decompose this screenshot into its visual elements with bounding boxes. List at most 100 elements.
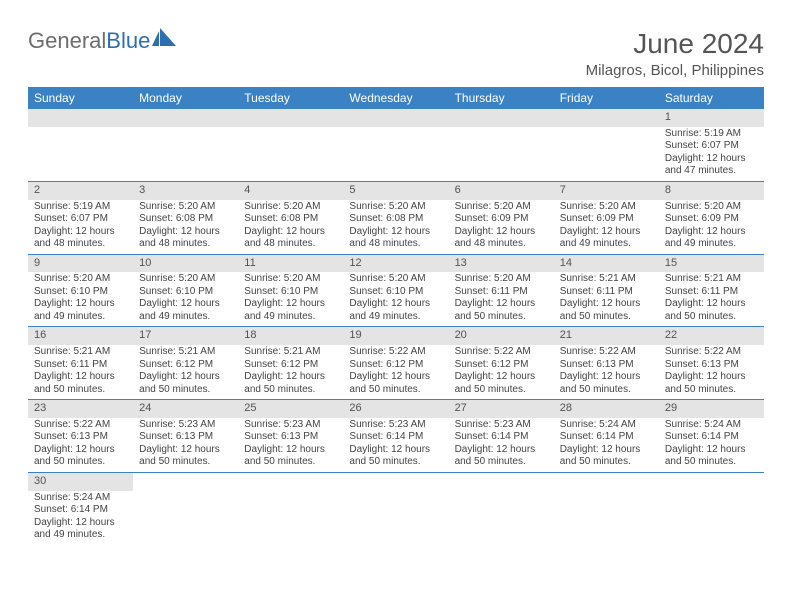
day-number: 14	[554, 255, 659, 273]
calendar-cell: 25Sunrise: 5:23 AMSunset: 6:13 PMDayligh…	[238, 400, 343, 473]
calendar-cell: 4Sunrise: 5:20 AMSunset: 6:08 PMDaylight…	[238, 181, 343, 254]
day-detail-line: Sunrise: 5:22 AM	[455, 346, 548, 359]
weekday-header: Wednesday	[343, 87, 448, 109]
day-detail-line: and 50 minutes.	[560, 311, 653, 324]
day-detail-line: and 50 minutes.	[665, 384, 758, 397]
day-details: Sunrise: 5:20 AMSunset: 6:10 PMDaylight:…	[133, 272, 238, 326]
day-number: 7	[554, 182, 659, 200]
day-number: 8	[659, 182, 764, 200]
day-detail-line: Daylight: 12 hours	[455, 298, 548, 311]
day-detail-line: and 48 minutes.	[34, 238, 127, 251]
day-number: 19	[343, 327, 448, 345]
calendar-cell: 24Sunrise: 5:23 AMSunset: 6:13 PMDayligh…	[133, 400, 238, 473]
day-detail-line: Sunrise: 5:20 AM	[349, 201, 442, 214]
day-detail-line: Sunset: 6:10 PM	[139, 286, 232, 299]
day-detail-line: and 50 minutes.	[34, 456, 127, 469]
day-detail-line: Daylight: 12 hours	[665, 371, 758, 384]
day-detail-line: Sunset: 6:10 PM	[244, 286, 337, 299]
day-detail-line: Sunset: 6:12 PM	[455, 359, 548, 372]
weekday-header-row: SundayMondayTuesdayWednesdayThursdayFrid…	[28, 87, 764, 109]
day-detail-line: Sunset: 6:13 PM	[139, 431, 232, 444]
day-number: 15	[659, 255, 764, 273]
day-number: 4	[238, 182, 343, 200]
day-detail-line: and 50 minutes.	[349, 384, 442, 397]
day-number: 1	[659, 109, 764, 127]
day-detail-line: Sunrise: 5:19 AM	[665, 128, 758, 141]
day-details: Sunrise: 5:21 AMSunset: 6:11 PMDaylight:…	[554, 272, 659, 326]
day-detail-line: Daylight: 12 hours	[665, 444, 758, 457]
day-detail-line: and 49 minutes.	[139, 311, 232, 324]
day-details: Sunrise: 5:21 AMSunset: 6:11 PMDaylight:…	[28, 345, 133, 399]
day-detail-line: Sunset: 6:13 PM	[665, 359, 758, 372]
day-detail-line: Sunset: 6:11 PM	[455, 286, 548, 299]
day-detail-line: and 49 minutes.	[34, 529, 127, 542]
day-detail-line: Sunrise: 5:23 AM	[244, 419, 337, 432]
day-details: Sunrise: 5:21 AMSunset: 6:11 PMDaylight:…	[659, 272, 764, 326]
day-detail-line: Sunset: 6:09 PM	[665, 213, 758, 226]
calendar-row: 16Sunrise: 5:21 AMSunset: 6:11 PMDayligh…	[28, 327, 764, 400]
day-detail-line: Daylight: 12 hours	[665, 153, 758, 166]
day-detail-line: Sunrise: 5:22 AM	[560, 346, 653, 359]
day-detail-line: Sunrise: 5:21 AM	[244, 346, 337, 359]
day-number: 20	[449, 327, 554, 345]
calendar-cell: 29Sunrise: 5:24 AMSunset: 6:14 PMDayligh…	[659, 400, 764, 473]
day-details: Sunrise: 5:20 AMSunset: 6:08 PMDaylight:…	[133, 200, 238, 254]
day-detail-line: Daylight: 12 hours	[349, 444, 442, 457]
day-detail-line: and 49 minutes.	[244, 311, 337, 324]
day-number-empty	[238, 109, 343, 127]
calendar-cell	[28, 109, 133, 181]
day-detail-line: Sunrise: 5:24 AM	[34, 492, 127, 505]
day-number: 6	[449, 182, 554, 200]
day-detail-line: Daylight: 12 hours	[455, 371, 548, 384]
day-details: Sunrise: 5:21 AMSunset: 6:12 PMDaylight:…	[133, 345, 238, 399]
day-details: Sunrise: 5:23 AMSunset: 6:14 PMDaylight:…	[449, 418, 554, 472]
day-detail-line: Sunrise: 5:21 AM	[34, 346, 127, 359]
calendar-cell: 5Sunrise: 5:20 AMSunset: 6:08 PMDaylight…	[343, 181, 448, 254]
day-detail-line: Daylight: 12 hours	[560, 226, 653, 239]
day-detail-line: Daylight: 12 hours	[349, 371, 442, 384]
day-detail-line: Sunset: 6:10 PM	[34, 286, 127, 299]
calendar-cell: 11Sunrise: 5:20 AMSunset: 6:10 PMDayligh…	[238, 254, 343, 327]
day-detail-line: Sunset: 6:14 PM	[349, 431, 442, 444]
day-number-empty	[343, 109, 448, 127]
day-details: Sunrise: 5:20 AMSunset: 6:08 PMDaylight:…	[343, 200, 448, 254]
calendar-cell: 19Sunrise: 5:22 AMSunset: 6:12 PMDayligh…	[343, 327, 448, 400]
day-number: 24	[133, 400, 238, 418]
day-detail-line: Sunrise: 5:20 AM	[349, 273, 442, 286]
day-detail-line: Sunrise: 5:20 AM	[665, 201, 758, 214]
day-detail-line: and 49 minutes.	[349, 311, 442, 324]
day-details: Sunrise: 5:23 AMSunset: 6:13 PMDaylight:…	[238, 418, 343, 472]
calendar-cell: 14Sunrise: 5:21 AMSunset: 6:11 PMDayligh…	[554, 254, 659, 327]
day-detail-line: Sunset: 6:12 PM	[139, 359, 232, 372]
calendar-cell: 10Sunrise: 5:20 AMSunset: 6:10 PMDayligh…	[133, 254, 238, 327]
day-detail-line: and 50 minutes.	[34, 384, 127, 397]
calendar-cell	[133, 109, 238, 181]
calendar-cell: 9Sunrise: 5:20 AMSunset: 6:10 PMDaylight…	[28, 254, 133, 327]
calendar-cell: 22Sunrise: 5:22 AMSunset: 6:13 PMDayligh…	[659, 327, 764, 400]
day-detail-line: Daylight: 12 hours	[560, 371, 653, 384]
logo-text-gray: General	[28, 28, 106, 54]
day-details: Sunrise: 5:22 AMSunset: 6:12 PMDaylight:…	[343, 345, 448, 399]
day-number: 5	[343, 182, 448, 200]
day-details: Sunrise: 5:21 AMSunset: 6:12 PMDaylight:…	[238, 345, 343, 399]
day-detail-line: Sunrise: 5:20 AM	[455, 201, 548, 214]
calendar-cell: 13Sunrise: 5:20 AMSunset: 6:11 PMDayligh…	[449, 254, 554, 327]
calendar-cell	[343, 472, 448, 544]
day-detail-line: Sunrise: 5:24 AM	[665, 419, 758, 432]
day-number: 30	[28, 473, 133, 491]
calendar-body: 1Sunrise: 5:19 AM Sunset: 6:07 PM Daylight…	[28, 109, 764, 545]
day-detail-line: Sunrise: 5:20 AM	[560, 201, 653, 214]
day-number: 26	[343, 400, 448, 418]
day-details: Sunrise: 5:20 AMSunset: 6:09 PMDaylight:…	[554, 200, 659, 254]
day-detail-line: and 50 minutes.	[560, 384, 653, 397]
day-detail-line: Sunrise: 5:21 AM	[139, 346, 232, 359]
calendar-row: 9Sunrise: 5:20 AMSunset: 6:10 PMDaylight…	[28, 254, 764, 327]
calendar-cell: 30Sunrise: 5:24 AMSunset: 6:14 PMDayligh…	[28, 472, 133, 544]
page: GeneralBlue June 2024 Milagros, Bicol, P…	[0, 0, 792, 545]
day-number-empty	[28, 109, 133, 127]
day-detail-line: Sunset: 6:07 PM	[34, 213, 127, 226]
day-detail-line: and 48 minutes.	[139, 238, 232, 251]
logo-flag-icon	[152, 28, 178, 46]
day-detail-line: and 49 minutes.	[560, 238, 653, 251]
calendar-cell: 8Sunrise: 5:20 AMSunset: 6:09 PMDaylight…	[659, 181, 764, 254]
